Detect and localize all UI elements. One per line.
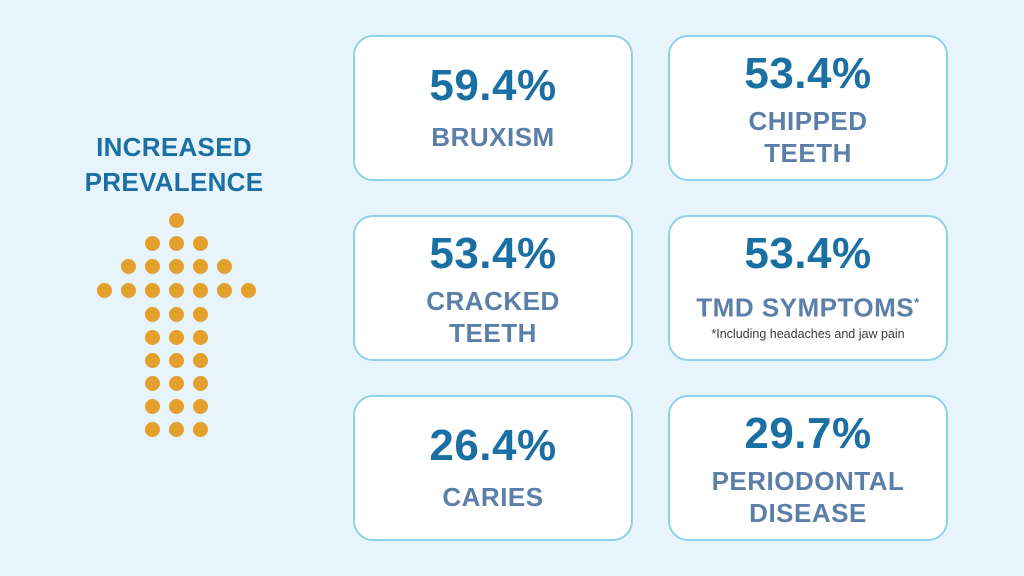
arrow-dot [168, 236, 184, 251]
arrow-dot [144, 236, 160, 251]
arrow-dot [192, 236, 208, 251]
stat-percent: 53.4% [429, 229, 557, 278]
stat-label: CARIES [355, 481, 631, 513]
stat-card-bruxism: 59.4% BRUXISM [353, 35, 633, 181]
stat-percent: 53.4% [744, 49, 872, 98]
stat-label: CHIPPED TEETH [670, 105, 946, 169]
arrow-dot [120, 259, 136, 274]
footnote-marker: * [914, 295, 920, 310]
arrow-dot [168, 213, 184, 228]
arrow-dot [144, 353, 160, 368]
stat-percent: 59.4% [429, 61, 557, 110]
arrow-dot [216, 259, 232, 274]
arrow-dot [192, 353, 208, 368]
stat-label: BRUXISM [355, 121, 631, 153]
arrow-dot [192, 259, 208, 274]
arrow-dot [168, 422, 184, 437]
arrow-dot [144, 330, 160, 345]
stat-label: PERIODONTAL DISEASE [670, 465, 946, 529]
headline-line2: PREVALENCE [84, 167, 264, 197]
arrow-dot [168, 399, 184, 414]
headline: INCREASED PREVALENCE [58, 130, 290, 200]
stat-label: TMD SYMPTOMS* [670, 287, 946, 324]
stat-card-caries: 26.4% CARIES [353, 395, 633, 541]
arrow-dot [144, 422, 160, 437]
arrow-dot [144, 307, 160, 322]
stat-label-line1: CRACKED [426, 286, 560, 316]
arrow-dot [144, 376, 160, 391]
dotted-up-arrow-icon [96, 213, 256, 439]
stat-label-line1: TMD SYMPTOMS* [670, 287, 946, 324]
arrow-dot [216, 283, 232, 298]
arrow-dot [168, 307, 184, 322]
arrow-dot [144, 283, 160, 298]
stat-label-line2: DISEASE [749, 498, 867, 528]
stat-label-line2: TEETH [764, 138, 852, 168]
headline-line1: INCREASED [96, 132, 252, 162]
arrow-dot [168, 283, 184, 298]
stat-footnote: *Including headaches and jaw pain [711, 327, 905, 341]
stat-label-line1: PERIODONTAL [711, 466, 905, 496]
stat-label-line1: CHIPPED [748, 106, 868, 136]
arrow-dot [168, 330, 184, 345]
stat-percent: 53.4% [744, 229, 872, 278]
arrow-dot [192, 283, 208, 298]
stat-percent: 29.7% [744, 409, 872, 458]
arrow-dot [168, 376, 184, 391]
stat-card-periodontal-disease: 29.7% PERIODONTAL DISEASE [668, 395, 948, 541]
stat-label: CRACKED TEETH [355, 285, 631, 349]
stat-label-line1: BRUXISM [431, 122, 555, 152]
arrow-dot [192, 399, 208, 414]
stat-label-text: TMD SYMPTOMS [696, 292, 915, 323]
stat-label-line2: TEETH [449, 318, 537, 348]
arrow-dot [96, 283, 112, 298]
arrow-dot [240, 283, 256, 298]
arrow-dot [192, 307, 208, 322]
arrow-dot [120, 283, 136, 298]
arrow-dot [168, 353, 184, 368]
stat-percent: 26.4% [429, 421, 557, 470]
arrow-dot [192, 330, 208, 345]
stat-label-line1: CARIES [442, 482, 544, 512]
arrow-dot [192, 422, 208, 437]
stat-card-cracked-teeth: 53.4% CRACKED TEETH [353, 215, 633, 361]
arrow-dot [168, 259, 184, 274]
arrow-dot [144, 259, 160, 274]
arrow-dot [144, 399, 160, 414]
stat-card-chipped-teeth: 53.4% CHIPPED TEETH [668, 35, 948, 181]
arrow-dot [192, 376, 208, 391]
stat-card-tmd-symptoms: 53.4% TMD SYMPTOMS* *Including headaches… [668, 215, 948, 361]
